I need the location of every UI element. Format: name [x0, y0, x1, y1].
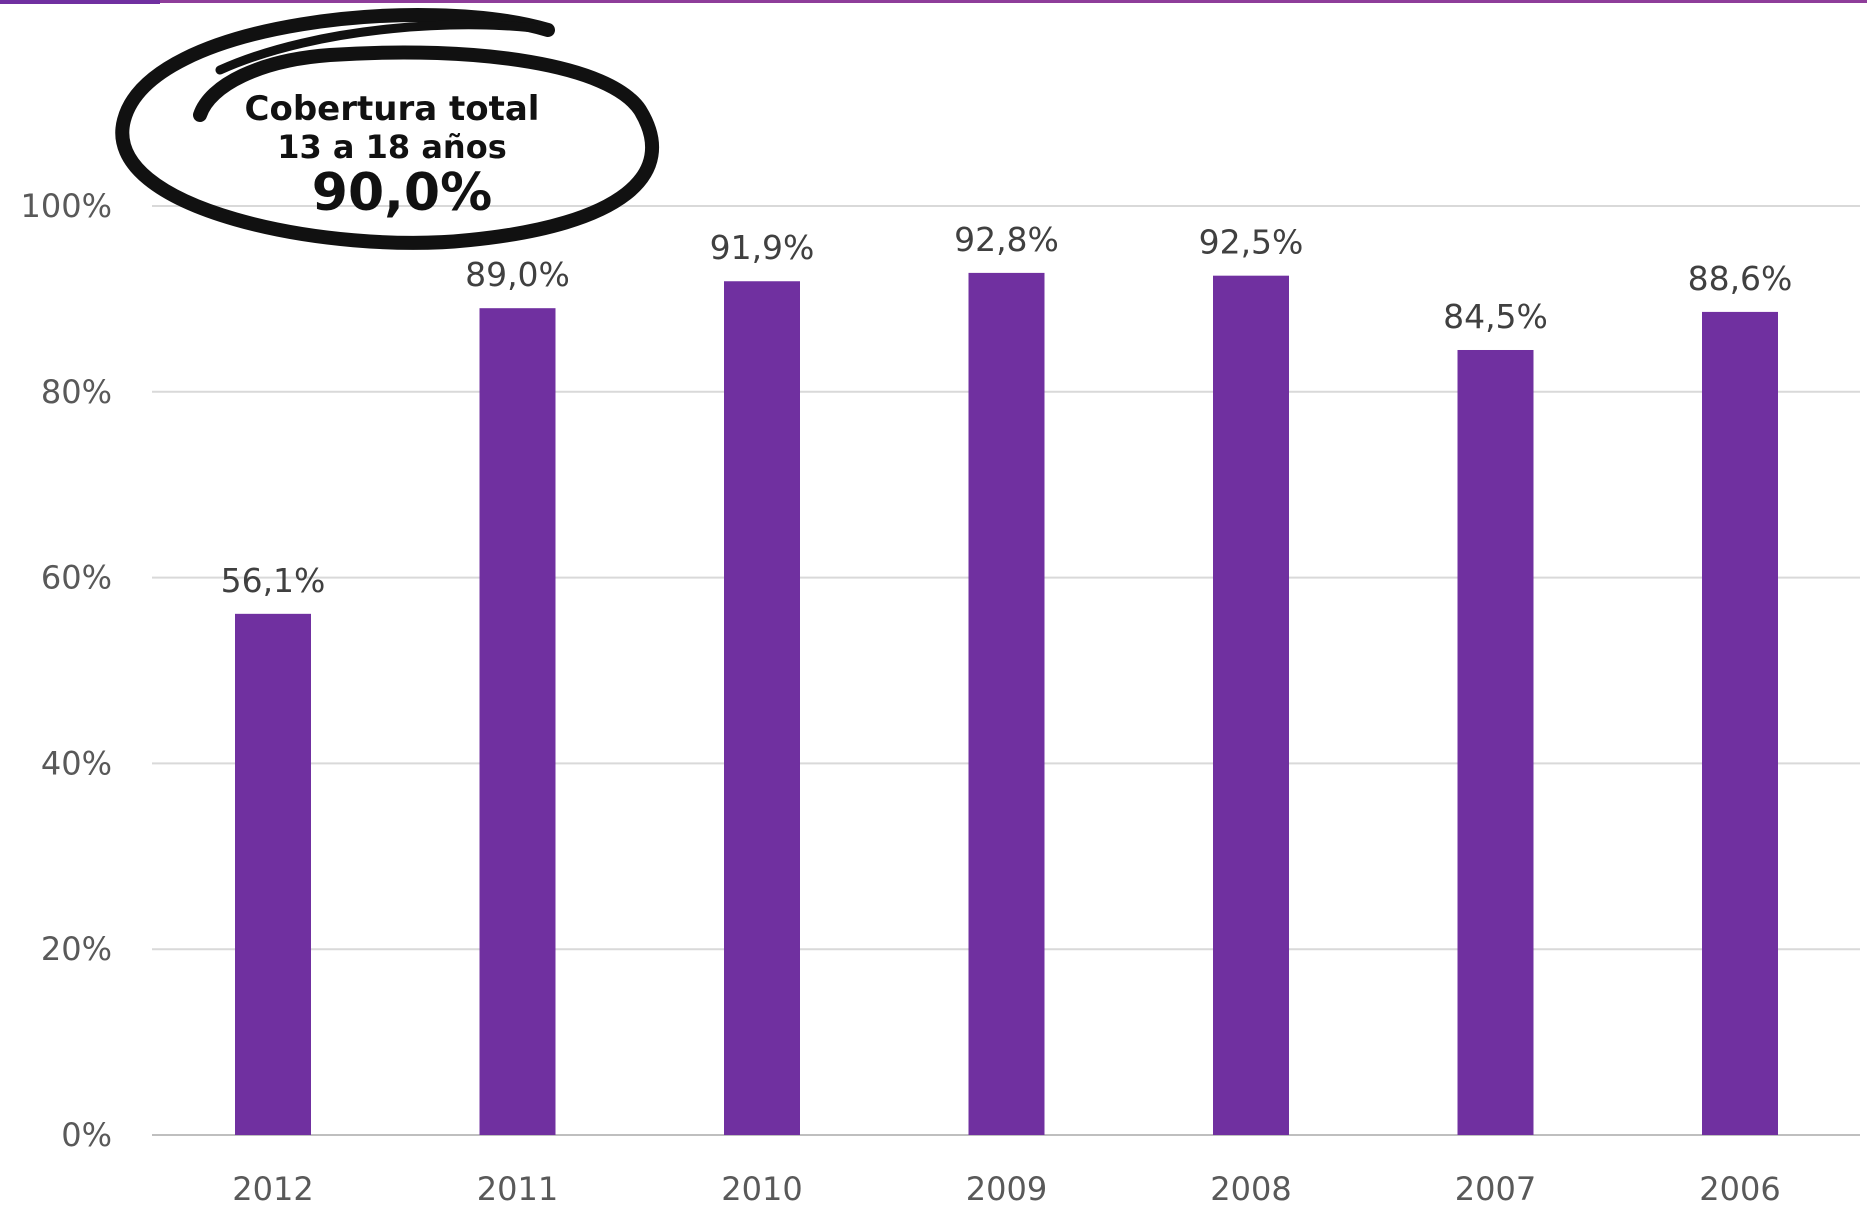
annotation-line2: 13 a 18 años — [277, 128, 506, 166]
top-rule — [0, 0, 1867, 3]
bars — [235, 272, 1778, 1135]
annotation-line1: Cobertura total — [245, 89, 540, 129]
y-tick-label-60: 60% — [41, 559, 112, 597]
y-tick-label-0: 0% — [61, 1116, 112, 1154]
x-tick-label-2006: 2006 — [1699, 1170, 1780, 1208]
bar-2008 — [1213, 275, 1289, 1135]
x-tick-label-2008: 2008 — [1210, 1170, 1291, 1208]
x-tick-label-2012: 2012 — [232, 1170, 313, 1208]
x-tick-label-2009: 2009 — [966, 1170, 1047, 1208]
data-label-2012: 56,1% — [221, 561, 326, 600]
x-tick-label-2007: 2007 — [1455, 1170, 1536, 1208]
data-labels: 56,1% 89,0% 91,9% 92,8% 92,5% 84,5% 88,6% — [221, 220, 1793, 600]
bar-2006 — [1702, 311, 1778, 1135]
x-tick-label-2010: 2010 — [721, 1170, 802, 1208]
bar-2007 — [1457, 349, 1534, 1135]
x-axis-ticks: 2012 2011 2010 2009 2008 2007 2006 — [232, 1170, 1780, 1208]
bar-2010 — [724, 281, 800, 1135]
x-tick-label-2011: 2011 — [477, 1170, 558, 1208]
data-label-2006: 88,6% — [1688, 259, 1793, 298]
bar-2012 — [235, 613, 311, 1135]
y-tick-label-20: 20% — [41, 930, 112, 968]
y-tick-label-80: 80% — [41, 373, 112, 411]
data-label-2009: 92,8% — [954, 220, 1059, 259]
annotation-circle — [115, 8, 659, 250]
data-label-2011: 89,0% — [465, 255, 570, 294]
y-tick-label-100: 100% — [21, 187, 112, 225]
annotation-value: 90,0% — [312, 163, 492, 223]
bar-2009 — [968, 272, 1045, 1135]
data-label-2010: 91,9% — [710, 228, 815, 267]
data-label-2007: 84,5% — [1443, 297, 1548, 336]
y-axis-ticks: 0% 20% 40% 60% 80% 100% — [21, 187, 112, 1154]
bar-2011 — [479, 308, 556, 1135]
top-rule-accent — [0, 0, 160, 4]
y-tick-label-40: 40% — [41, 744, 112, 782]
data-label-2008: 92,5% — [1199, 223, 1304, 262]
